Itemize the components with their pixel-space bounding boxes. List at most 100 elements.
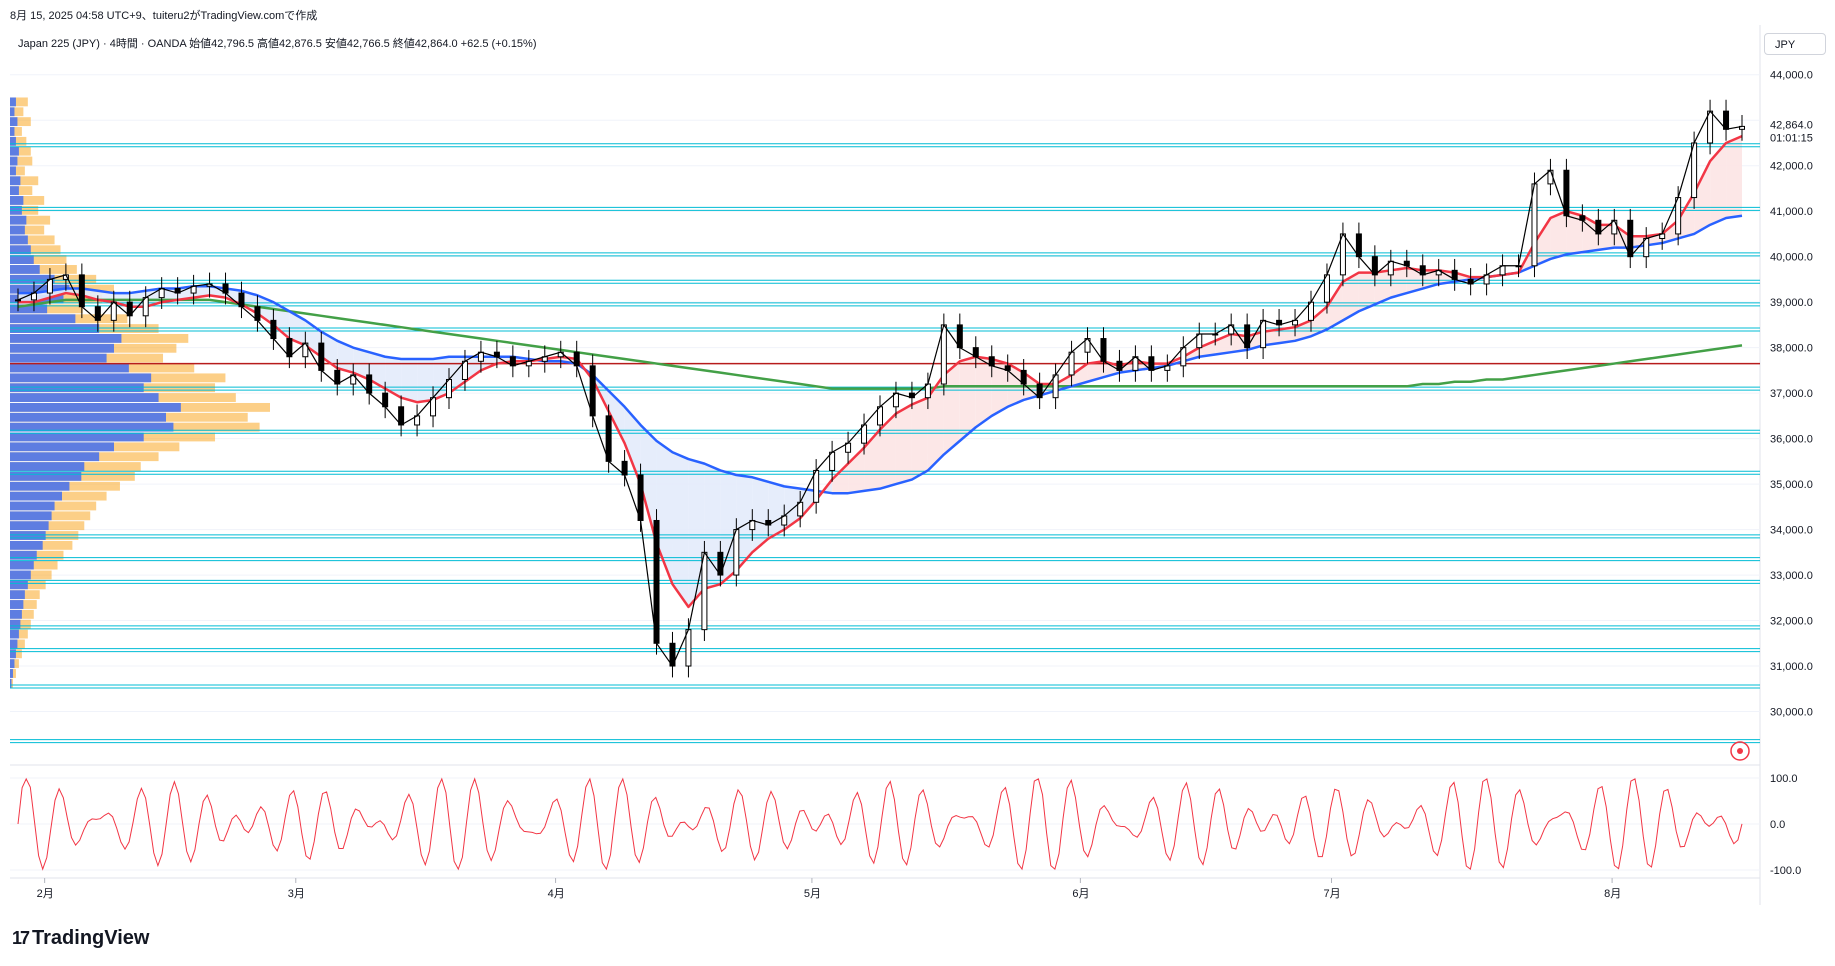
volume-profile-up-bar (10, 146, 19, 156)
ma-cloud-segment (975, 356, 992, 428)
time-axis-label: 2月 (37, 888, 54, 900)
volume-profile-up-bar (10, 511, 52, 521)
oscillator-tick-label: -100.0 (1770, 865, 1801, 877)
volume-profile-down-bar (10, 107, 24, 117)
price-candle (1531, 183, 1538, 267)
bar-countdown-label: 01:01:15 (1770, 132, 1813, 144)
volume-profile-down-bar (10, 176, 39, 186)
volume-profile-down-bar (10, 245, 61, 255)
ma-cloud-segment (1566, 211, 1583, 255)
volume-profile-down-bar (10, 136, 27, 146)
volume-profile-up-bar (10, 540, 43, 550)
volume-profile-up-bar (10, 255, 34, 265)
price-axis-tick-label: 33,000.0 (1770, 570, 1813, 582)
last-price-label: 42,864.0 (1770, 119, 1813, 131)
price-candle (733, 529, 740, 576)
last-price-badge (1764, 114, 1830, 145)
ma-cloud-segment (417, 359, 434, 403)
oscillator-tick-label: 0.0 (1770, 819, 1785, 831)
volume-profile-down-bar (10, 225, 45, 235)
ma-cloud-segment (1071, 363, 1088, 387)
ma-cloud-segment (784, 486, 801, 530)
ma-cloud-segment (736, 475, 753, 571)
alert-target-icon-dot (1737, 748, 1743, 754)
ma-cloud-segment (640, 424, 657, 544)
ma-slow-line (17, 298, 1743, 390)
ma-cloud-segment (1694, 161, 1711, 234)
price-candle (15, 299, 21, 302)
volume-profile-up-bar (10, 432, 144, 442)
alert-target-icon[interactable] (1730, 741, 1750, 761)
ma-cloud-segment (848, 447, 865, 494)
volume-profile-up-bar (10, 373, 152, 383)
price-close-line (17, 110, 1743, 667)
volume-profile-up-bar (10, 324, 100, 333)
volume-profile-down-bar (10, 166, 25, 176)
ma-cloud-segment (880, 413, 896, 489)
volume-profile-up-bar (10, 284, 70, 294)
volume-profile-up-bar (10, 550, 37, 560)
ma-cloud-segment (177, 286, 194, 300)
volume-profile-up-bar (10, 629, 19, 639)
price-candle (1691, 142, 1698, 199)
volume-profile-up-bar (10, 353, 107, 363)
price-candle (637, 474, 644, 521)
ma-cloud-segment (1087, 361, 1104, 382)
volume-profile-up-bar (10, 422, 174, 432)
price-axis-tick-label: 30,000.0 (1770, 707, 1813, 719)
ma-cloud-segment (656, 440, 673, 585)
oscillator-tick-label: 100.0 (1770, 773, 1798, 785)
volume-profile-up-bar (10, 117, 18, 127)
volume-profile-up-bar (10, 471, 82, 481)
volume-profile-up-bar (10, 580, 28, 590)
ma-cloud-segment (624, 406, 641, 485)
ma-cloud-segment (768, 481, 785, 539)
ma-cloud-segment (927, 374, 944, 471)
volume-profile-up-bar (10, 402, 181, 412)
volume-profile-up-bar (10, 560, 34, 570)
currency-button[interactable]: JPY (1764, 33, 1826, 55)
volume-profile-up-bar (10, 619, 21, 629)
volume-profile-up-bar (10, 649, 16, 659)
price-candle (1339, 233, 1346, 276)
price-candle (940, 324, 947, 385)
oscillator-line (17, 777, 1743, 871)
volume-profile-down-bar (10, 265, 77, 274)
price-axis-tick-label: 39,000.0 (1770, 297, 1813, 309)
volume-profile-up-bar (10, 570, 31, 580)
price-axis-tick-label: 34,000.0 (1770, 525, 1813, 537)
volume-profile-up-bar (10, 442, 114, 452)
chart-caption: 8月 15, 2025 04:58 UTC+9、tuiteru2がTrading… (10, 10, 318, 22)
ma-cloud-segment (1710, 142, 1727, 225)
ma-cloud-segment (752, 477, 769, 553)
volume-profile-down-bar (10, 215, 51, 225)
volume-profile-up-bar (10, 245, 31, 255)
volume-profile-up-bar (10, 107, 15, 117)
volume-profile-down-bar (10, 156, 33, 166)
volume-profile-up-bar (10, 215, 27, 225)
volume-profile-up-bar (10, 274, 55, 284)
ma-cloud-segment (1342, 272, 1359, 321)
volume-profile-up-bar (10, 412, 166, 422)
ma-cloud-segment (433, 356, 449, 400)
volume-profile-down-bar (10, 255, 67, 265)
volume-profile-down-bar (10, 669, 16, 678)
volume-profile-up-bar (10, 97, 16, 107)
volume-profile-up-bar (10, 166, 16, 176)
volume-profile-up-bar (10, 462, 85, 471)
ma-cloud-segment (241, 290, 258, 314)
ma-cloud-segment (959, 356, 976, 441)
volume-profile-up-bar (10, 481, 70, 491)
brand-logo[interactable]: 17 TradingView (12, 927, 149, 950)
volume-profile-up-bar (10, 501, 55, 511)
ma-cloud-segment (1311, 306, 1327, 337)
symbol-legend[interactable]: Japan 225 (JPY) · 4時間 · OANDA 始値42,796.5… (18, 38, 537, 50)
time-axis-label: 5月 (804, 888, 821, 900)
ma-cloud-segment (1662, 220, 1679, 244)
volume-profile-up-bar (10, 659, 15, 669)
ma-cloud-segment (1582, 215, 1599, 253)
volume-profile-up-bar (10, 363, 129, 373)
time-axis-label: 7月 (1324, 888, 1341, 900)
volume-profile-up-bar (10, 383, 144, 393)
